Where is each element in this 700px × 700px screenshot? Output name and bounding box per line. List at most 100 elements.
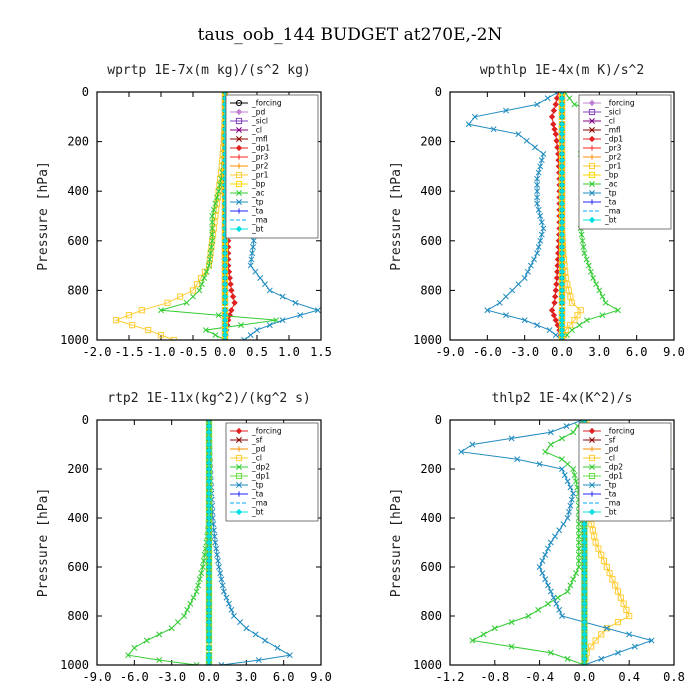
data-point xyxy=(211,527,217,534)
data-point xyxy=(209,219,216,226)
legend-label: _pd xyxy=(251,108,266,117)
data-point xyxy=(189,287,197,294)
series-group xyxy=(125,420,293,665)
data-point xyxy=(205,612,213,620)
legend-label: _ta xyxy=(604,490,616,499)
data-point xyxy=(205,588,213,595)
data-point xyxy=(210,206,217,213)
data-point xyxy=(631,643,638,650)
data-point xyxy=(568,299,576,306)
legend-entry: _forcing xyxy=(583,427,635,436)
data-point xyxy=(209,231,216,238)
x-tick-label: 9.0 xyxy=(310,670,332,684)
data-point xyxy=(588,521,595,528)
legend-marker xyxy=(588,216,596,224)
legend-label: _tp xyxy=(251,198,264,207)
data-point xyxy=(205,484,213,491)
data-point xyxy=(580,244,587,250)
data-point xyxy=(581,655,588,663)
legend-label: _bt xyxy=(604,508,617,517)
panel-1: wprtp 1E-7x(m kg)/(s^2 kg) Pressure [hPa]… xyxy=(36,63,332,359)
data-point xyxy=(535,606,542,613)
y-tick-label: 800 xyxy=(420,609,442,623)
legend-marker xyxy=(588,508,596,516)
legend-label: _tp xyxy=(251,481,264,490)
data-point xyxy=(241,337,248,340)
data-point xyxy=(558,237,566,244)
y-tick-label: 400 xyxy=(420,511,442,525)
data-point xyxy=(559,435,565,442)
panel-title: thlp2 1E-4x(K^2)/s xyxy=(492,391,633,406)
data-point xyxy=(205,527,213,534)
data-point xyxy=(266,287,273,294)
data-point xyxy=(602,299,609,306)
data-point xyxy=(560,521,567,528)
data-point xyxy=(491,625,498,632)
panel-4: thlp2 1E-4x(K^2)/s Pressure [hPa] -1.2 -0.8… xyxy=(389,391,685,684)
data-point xyxy=(515,281,522,288)
data-point xyxy=(581,539,588,546)
x-tick-label: 0.8 xyxy=(663,670,685,684)
legend-marker xyxy=(236,190,242,196)
y-tick-label: 800 xyxy=(67,609,89,623)
data-point xyxy=(554,594,561,601)
series-line xyxy=(127,420,210,665)
y-tick-label: 1000 xyxy=(413,658,442,672)
data-point xyxy=(521,317,528,324)
data-point xyxy=(566,95,573,102)
legend-entry: _dp2 xyxy=(230,463,270,472)
legend-entry: _ta xyxy=(583,490,616,499)
data-point xyxy=(209,213,216,219)
data-point xyxy=(480,631,487,638)
legend-marker xyxy=(236,154,242,160)
data-point xyxy=(206,256,213,263)
y-tick-label: 200 xyxy=(420,462,442,476)
legend-marker xyxy=(236,482,242,488)
legend-entry: _sf xyxy=(230,436,263,445)
data-point xyxy=(205,569,213,577)
legend-entry: _cl xyxy=(583,117,615,126)
data-point xyxy=(195,582,202,589)
legend-entry: _ac xyxy=(583,180,617,189)
data-point xyxy=(247,332,254,338)
data-point xyxy=(598,551,605,558)
data-point xyxy=(205,502,213,509)
data-point xyxy=(559,613,565,619)
legend-marker xyxy=(589,437,595,443)
data-point xyxy=(238,322,244,329)
legend-label: _sicl xyxy=(604,108,621,117)
data-point xyxy=(539,557,546,564)
data-point xyxy=(508,619,515,626)
series-bt xyxy=(205,420,213,665)
data-point xyxy=(213,545,220,552)
y-tick-label: 200 xyxy=(67,135,89,149)
legend-entry: _pr3 xyxy=(230,153,269,162)
data-point xyxy=(558,274,566,282)
data-point xyxy=(200,557,207,564)
data-point xyxy=(465,121,472,128)
data-point xyxy=(214,551,221,558)
data-point xyxy=(314,307,321,314)
y-tick-label: 0 xyxy=(435,413,442,427)
data-point xyxy=(581,250,588,257)
legend-label: _dp2 xyxy=(604,463,623,472)
data-point xyxy=(205,618,213,626)
legend-entry: _pd xyxy=(230,108,266,117)
x-tick-label: -9.0 xyxy=(83,670,112,684)
data-point xyxy=(211,533,218,540)
data-point xyxy=(571,317,578,324)
data-point xyxy=(218,662,225,665)
y-tick-label: 1000 xyxy=(413,333,442,347)
data-point xyxy=(558,175,566,182)
data-point xyxy=(558,137,566,144)
data-point xyxy=(575,557,582,564)
data-point xyxy=(129,322,136,329)
data-point xyxy=(600,557,608,564)
data-point xyxy=(205,625,213,632)
x-tick-label: -1.2 xyxy=(436,670,465,684)
data-point xyxy=(575,545,582,552)
data-point xyxy=(503,293,509,300)
legend-entry: _sicl xyxy=(583,108,621,117)
legend-marker xyxy=(235,225,243,233)
data-point xyxy=(212,332,219,338)
